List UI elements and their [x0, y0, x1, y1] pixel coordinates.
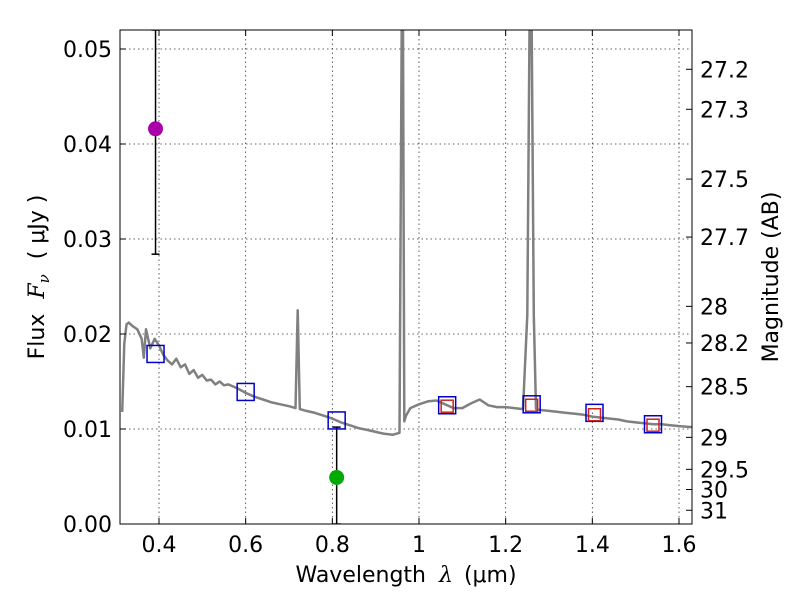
y-axis-label-text: Flux [25, 314, 50, 360]
y-tick-label: 0.02 [63, 323, 112, 348]
x-tick-label: 1.2 [488, 533, 523, 558]
model-photometry-marker [437, 396, 457, 415]
magnitude-tick-label: 27.2 [700, 58, 749, 83]
y-axis-label: Flux Fν ( μJy ) [25, 195, 55, 360]
magnitude-tick-label: 31 [700, 499, 728, 524]
model-photometry-marker [327, 411, 346, 430]
x-tick-label: 1 [412, 533, 426, 558]
magnitude-tick-label: 27.5 [700, 168, 749, 193]
data-series [120, 30, 692, 524]
sed-spectrum-line [120, 30, 692, 436]
magnitude-tick-label: 28.5 [700, 376, 749, 401]
y-tick-label: 0.05 [63, 38, 112, 63]
observed-photometry-marker [440, 399, 454, 413]
observed-photometry-marker [587, 408, 602, 422]
observed-photometry-marker [646, 418, 660, 432]
x-tick-label: 0.4 [142, 533, 177, 558]
observed-photometry-marker [524, 398, 539, 412]
x-tick-label: 0.6 [228, 533, 263, 558]
y-tick-label: 0.00 [63, 513, 112, 538]
plot-area [120, 30, 692, 524]
x-tick-label: 1.6 [662, 533, 697, 558]
magnitude-tick-label: 29 [700, 426, 728, 451]
photometry-point [329, 469, 345, 485]
axis-ticks: 0.4 0.6 0.8 1 1.2 1.4 1.6 0.00 0.01 0.02 0.03 0.04 0… [63, 30, 749, 558]
x-axis-label-text: Wavelength [295, 563, 426, 588]
magnitude-tick-label: 27.3 [700, 98, 749, 123]
model-photometry-marker [643, 415, 663, 434]
model-photometry-marker [146, 344, 165, 364]
y-axis-label-subscript: ν [35, 274, 53, 283]
model-photometry-marker [236, 382, 255, 402]
x-tick-label: 0.8 [315, 533, 350, 558]
x-axis-label: Wavelength λ (μm) [295, 563, 516, 588]
magnitude-tick-label: 28 [700, 295, 728, 320]
model-photometry-marker [522, 395, 541, 414]
plot-frame [119, 29, 693, 525]
magnitude-tick-label: 27.7 [700, 226, 749, 251]
y-tick-label: 0.04 [63, 133, 112, 158]
photometry-point [148, 121, 164, 137]
y-axis-label-unit: ( μJy ) [25, 195, 50, 260]
grid-lines [120, 30, 692, 525]
x-axis-label-unit: (μm) [464, 563, 517, 588]
magnitude-tick-label: 28.2 [700, 332, 749, 357]
y-axis-label-symbol: F [25, 283, 50, 300]
magnitude-tick-label: 30 [700, 479, 728, 504]
magnitude-axis-label: Magnitude (AB) [759, 192, 784, 363]
x-tick-label: 1.4 [575, 533, 610, 558]
y-tick-label: 0.01 [63, 418, 112, 443]
y-tick-label: 0.03 [63, 228, 112, 253]
magnitude-tick-label: 29.5 [700, 458, 749, 483]
x-axis-label-symbol: λ [438, 563, 453, 588]
